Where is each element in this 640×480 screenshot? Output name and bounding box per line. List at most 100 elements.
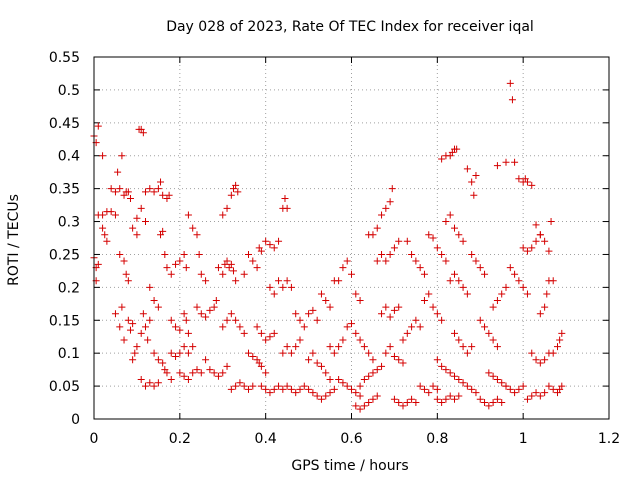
data-point xyxy=(541,237,549,245)
data-point xyxy=(137,204,145,212)
data-point xyxy=(442,257,450,265)
data-point xyxy=(532,237,540,245)
data-point xyxy=(532,221,540,229)
data-point xyxy=(360,376,368,384)
data-point xyxy=(223,257,231,265)
data-point xyxy=(455,376,463,384)
data-point xyxy=(219,323,227,331)
data-point xyxy=(180,250,188,258)
data-point xyxy=(146,379,154,387)
data-point xyxy=(159,227,167,235)
data-point xyxy=(463,165,471,173)
data-point xyxy=(438,399,446,407)
data-point xyxy=(131,349,139,357)
y-tick-label: 0.15 xyxy=(49,313,80,329)
data-point xyxy=(543,290,551,298)
data-point xyxy=(532,389,540,397)
data-point xyxy=(438,155,446,163)
data-point xyxy=(159,191,167,199)
data-point xyxy=(326,376,334,384)
data-point xyxy=(309,306,317,314)
data-point xyxy=(116,185,124,193)
data-point xyxy=(382,257,390,265)
data-point xyxy=(249,257,257,265)
data-point xyxy=(416,382,424,390)
data-point xyxy=(309,349,317,357)
data-point xyxy=(133,231,141,239)
data-point xyxy=(180,310,188,318)
data-point xyxy=(167,349,175,357)
data-point xyxy=(116,250,124,258)
data-point xyxy=(519,382,527,390)
data-point xyxy=(388,185,396,193)
data-point xyxy=(459,343,467,351)
data-point xyxy=(275,382,283,390)
y-tick-label: 0.25 xyxy=(49,247,80,263)
x-tick-label: 1 xyxy=(519,431,528,447)
data-point xyxy=(519,283,527,291)
data-point xyxy=(416,323,424,331)
y-tick-label: 0.3 xyxy=(58,215,80,231)
data-point xyxy=(369,231,377,239)
data-point xyxy=(506,79,514,87)
data-point xyxy=(472,171,480,179)
data-point xyxy=(202,313,210,321)
data-point xyxy=(116,323,124,331)
data-point xyxy=(433,356,441,364)
data-point xyxy=(236,379,244,387)
data-point xyxy=(180,372,188,380)
y-tick-label: 0.1 xyxy=(58,346,80,362)
data-point xyxy=(227,385,235,393)
data-point xyxy=(223,316,231,324)
y-axis-title: ROTI / TECUs xyxy=(6,194,22,286)
data-point xyxy=(528,244,536,252)
data-point xyxy=(549,277,557,285)
data-point xyxy=(446,211,454,219)
y-tick-label: 0.55 xyxy=(49,50,80,66)
data-point xyxy=(403,237,411,245)
data-point xyxy=(262,237,270,245)
data-point xyxy=(455,277,463,285)
data-point xyxy=(489,336,497,344)
data-point xyxy=(176,257,184,265)
data-point xyxy=(232,277,240,285)
data-point xyxy=(146,283,154,291)
data-point xyxy=(386,343,394,351)
data-point xyxy=(114,168,122,176)
data-point xyxy=(547,218,555,226)
data-point xyxy=(416,264,424,272)
data-point xyxy=(365,399,373,407)
data-point xyxy=(408,323,416,331)
data-point xyxy=(489,372,497,380)
data-point xyxy=(451,395,458,403)
data-point xyxy=(163,369,171,377)
data-point xyxy=(161,250,169,258)
data-point xyxy=(369,356,377,364)
y-tick-label: 0.4 xyxy=(58,149,80,165)
data-point xyxy=(206,366,214,374)
y-tick-label: 0.5 xyxy=(58,83,80,99)
data-point xyxy=(420,297,428,305)
data-point xyxy=(360,343,368,351)
data-point xyxy=(528,392,536,400)
data-point xyxy=(107,185,115,193)
data-point xyxy=(352,290,360,298)
data-point xyxy=(523,247,531,255)
data-point xyxy=(189,369,197,377)
data-point xyxy=(489,303,497,311)
data-point xyxy=(270,385,278,393)
data-point xyxy=(270,329,278,337)
data-point xyxy=(403,329,411,337)
data-point xyxy=(438,316,446,324)
data-point xyxy=(356,297,364,305)
data-point xyxy=(481,270,489,278)
data-point xyxy=(481,323,489,331)
data-point xyxy=(223,362,231,370)
data-point xyxy=(360,402,368,410)
data-point xyxy=(382,204,390,212)
x-tick-label: 0.8 xyxy=(426,431,448,447)
data-point xyxy=(240,382,248,390)
y-tick-label: 0.2 xyxy=(58,280,80,296)
data-point xyxy=(305,385,313,393)
data-point xyxy=(369,369,377,377)
